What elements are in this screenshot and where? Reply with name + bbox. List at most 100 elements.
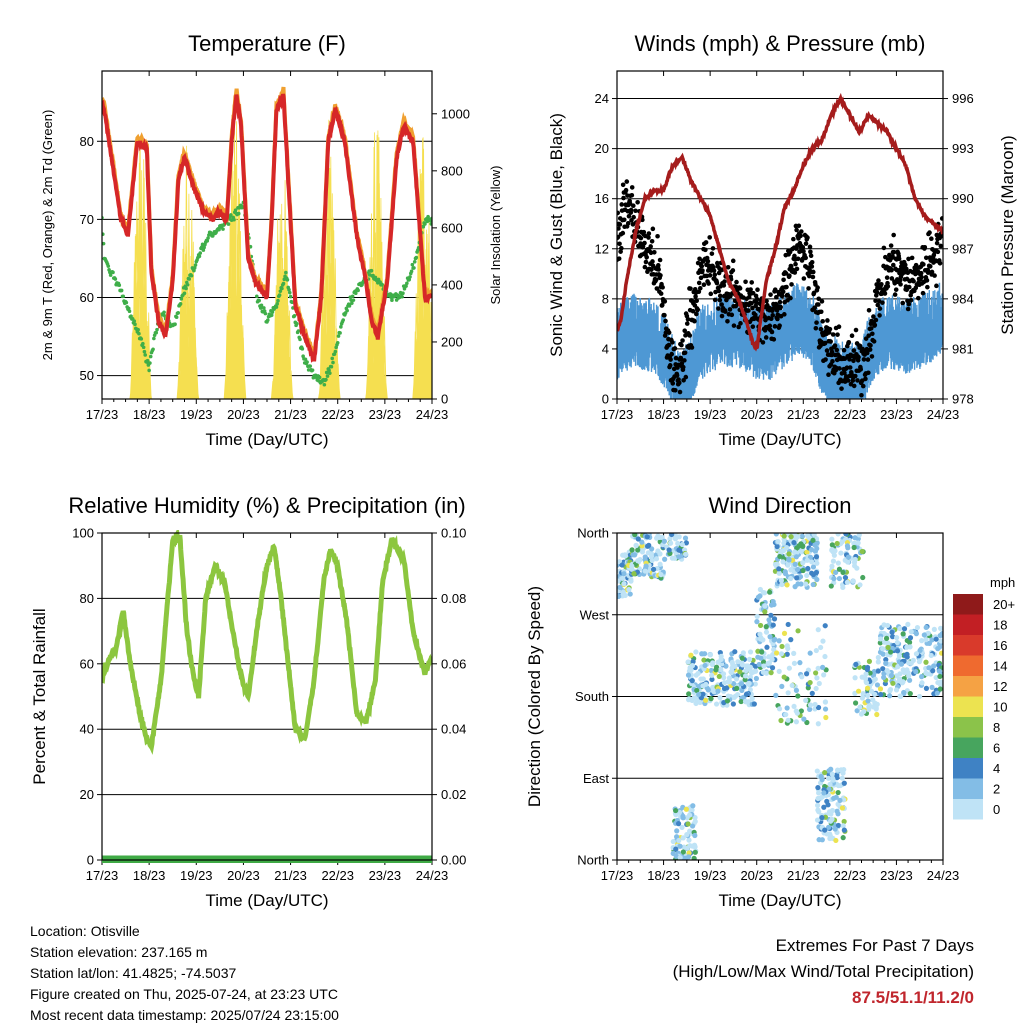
direction-point (685, 672, 692, 678)
direction-point (692, 814, 698, 821)
direction-point (791, 539, 797, 546)
gust-point (920, 290, 926, 296)
direction-point (923, 637, 929, 643)
gust-point (877, 313, 882, 318)
direction-point (815, 627, 821, 633)
dewpoint-point (152, 336, 156, 341)
direction-point (813, 647, 819, 654)
gust-point (835, 332, 840, 337)
dewpoint-point (328, 371, 332, 375)
direction-point (699, 651, 705, 657)
y-right-tick-label: 0.00 (441, 853, 466, 868)
gust-point (866, 370, 871, 376)
direction-point (931, 663, 937, 669)
direction-point (715, 659, 721, 665)
direction-point (901, 626, 908, 632)
direction-point (770, 598, 776, 605)
direction-point (933, 636, 939, 642)
gust-point (694, 311, 699, 317)
winds-plot-area (617, 92, 943, 399)
gust-point (719, 313, 725, 319)
dewpoint-point (310, 368, 315, 372)
direction-point (807, 650, 813, 656)
gust-point (851, 383, 857, 389)
gust-point (872, 322, 878, 328)
direction-point (907, 635, 914, 641)
direction-point (827, 781, 833, 787)
gust-point (680, 338, 685, 343)
direction-point (818, 644, 824, 651)
gust-point (816, 302, 821, 307)
direction-point (805, 533, 811, 539)
gust-point (646, 231, 652, 236)
direction-point (814, 817, 821, 823)
dewpoint-point (400, 294, 404, 299)
gust-point (879, 281, 884, 287)
direction-point (763, 624, 769, 630)
direction-point (729, 659, 735, 665)
legend-label: 18 (993, 618, 1007, 633)
direction-point (923, 659, 929, 665)
gust-point (712, 272, 718, 278)
x-tick-label: 17/23 (86, 868, 119, 883)
direction-point (653, 556, 660, 562)
direction-point (716, 673, 722, 680)
direction-point (880, 666, 886, 672)
direction-point (859, 695, 865, 701)
gust-point (648, 244, 653, 249)
direction-point (836, 575, 843, 582)
gust-point (717, 297, 723, 303)
direction-point (815, 665, 821, 671)
gust-point (938, 243, 943, 249)
gust-point (794, 227, 799, 233)
direction-point (866, 702, 872, 708)
direction-point (679, 541, 685, 548)
direction-point (819, 777, 825, 783)
gust-point (763, 317, 768, 323)
gust-point (934, 240, 940, 246)
gust-point (698, 275, 704, 281)
gust-point (874, 290, 880, 295)
dewpoint-point (345, 308, 349, 313)
dewpoint-point (405, 281, 409, 286)
y-right-tick-label: 0.10 (441, 526, 466, 541)
y-tick-label: 8 (602, 291, 609, 306)
direction-point (743, 691, 750, 697)
gust-point (716, 306, 721, 311)
direction-point (709, 662, 716, 668)
direction-point (937, 632, 943, 639)
gust-point (800, 245, 806, 250)
gust-point (829, 349, 835, 355)
gust-point (792, 270, 798, 275)
direction-point (888, 672, 895, 679)
direction-point (855, 540, 861, 546)
direction-point (898, 661, 905, 667)
gust-point (621, 195, 626, 201)
direction-point (661, 538, 667, 544)
gust-point (824, 348, 830, 353)
direction-point (679, 824, 685, 830)
gust-point (911, 278, 916, 284)
gust-point (642, 264, 648, 270)
direction-point (905, 621, 911, 627)
gust-point (852, 373, 858, 379)
direction-point (816, 790, 822, 796)
direction-point (642, 568, 648, 574)
dewpoint-point (217, 227, 221, 232)
direction-point (639, 539, 645, 545)
direction-point (896, 653, 903, 659)
direction-point (880, 646, 886, 652)
direction-point (754, 613, 760, 620)
dewpoint-point (324, 370, 329, 375)
direction-point (822, 623, 828, 629)
direction-point (816, 680, 822, 687)
direction-point (819, 815, 825, 821)
gust-point (809, 264, 815, 269)
panel-title: Winds (mph) & Pressure (mb) (635, 31, 926, 56)
gust-point (825, 318, 830, 323)
dewpoint-point (178, 302, 183, 306)
direction-point (621, 581, 627, 587)
dewpoint-point (162, 310, 166, 315)
direction-point (841, 780, 847, 786)
gust-point (694, 298, 699, 304)
